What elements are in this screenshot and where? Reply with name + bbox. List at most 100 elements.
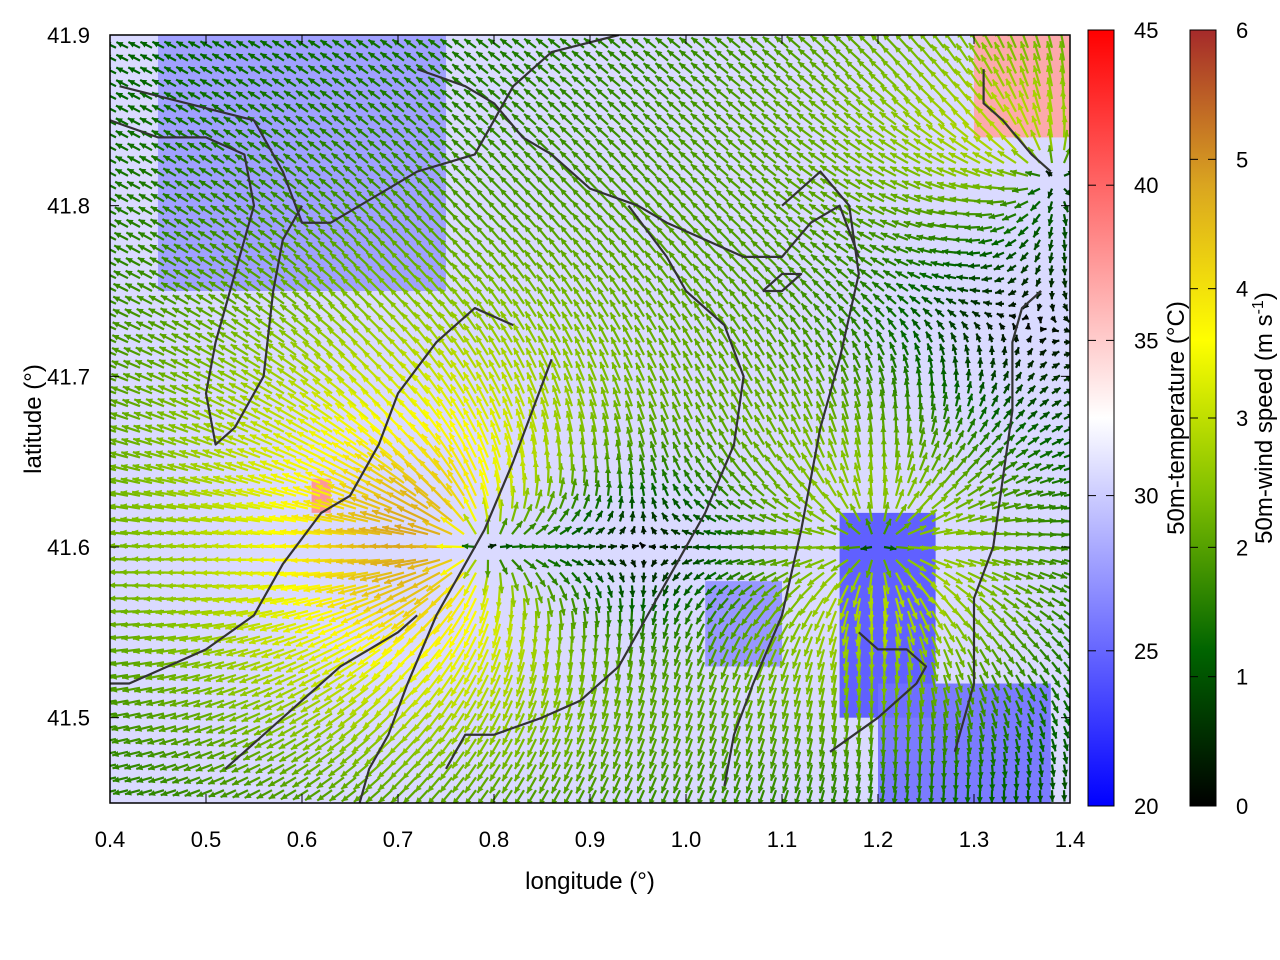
wind-arrow-head <box>855 761 862 769</box>
wind-arrow-head <box>452 785 459 793</box>
wind-arrow-head <box>341 795 349 802</box>
wind-arrow <box>600 764 610 782</box>
temperature-cell <box>878 683 1051 803</box>
wind-arrow-head <box>489 773 496 781</box>
wind-arrow <box>660 764 670 782</box>
wind-arrow-head <box>464 761 471 769</box>
wind-arrow <box>551 725 562 745</box>
wind-arrow-head <box>97 530 104 536</box>
wind-arrow-head <box>782 773 789 781</box>
wind-arrow <box>770 764 778 782</box>
wind-arrow <box>365 776 381 791</box>
wind-arrow-head <box>389 759 397 767</box>
wind-arrow-head <box>904 749 911 756</box>
wind-arrow <box>733 738 742 757</box>
wind-arrow-head <box>527 737 534 745</box>
wind-arrow-head <box>208 791 216 798</box>
wind-arrow <box>1037 764 1044 778</box>
wind-arrow <box>990 738 997 754</box>
wind-arrow-head <box>390 771 397 779</box>
wind-arrow-head <box>135 751 143 758</box>
wind-arrow <box>501 764 513 782</box>
wind-arrow-head <box>280 793 288 800</box>
wind-arrow-head <box>207 766 215 772</box>
wind-arrow <box>928 790 935 803</box>
wind-arrow-head <box>317 794 325 801</box>
wind-arrow <box>328 776 345 790</box>
wind-arrow-head <box>1061 795 1068 802</box>
wind-arrow <box>476 763 489 782</box>
wind-arrow-head <box>341 782 349 790</box>
wind-arrow-head <box>1002 758 1009 766</box>
wind-arrow-head <box>904 785 911 793</box>
wind-arrow-head <box>941 760 948 768</box>
wind-arrow-head <box>452 773 459 781</box>
wind-arrow-head <box>818 798 825 803</box>
wind-arrow-head <box>135 725 143 732</box>
wind-arrow-head <box>879 786 886 793</box>
wind-arrow-head <box>515 749 521 757</box>
wind-arrow-head <box>502 774 509 782</box>
wind-arrow <box>526 725 538 746</box>
wind-arrow <box>111 737 129 745</box>
wind-arrow-head <box>98 635 105 641</box>
wind-arrow <box>721 738 730 757</box>
wind-arrow-head <box>563 798 570 803</box>
wind-arrow-head <box>402 784 410 792</box>
wind-arrow-head <box>1013 783 1020 791</box>
wind-arrow-head <box>721 798 728 803</box>
wind-arrow <box>123 750 141 758</box>
wind-arrow-head <box>401 735 408 743</box>
wind-arrow <box>170 725 189 733</box>
wind-arrow-head <box>806 798 813 803</box>
wind-arrow <box>244 789 261 799</box>
wind-arrow <box>867 764 874 781</box>
wind-arrow <box>207 763 225 773</box>
wind-arrow-head <box>113 789 120 796</box>
wind-arrow <box>538 776 549 794</box>
wind-arrow-head <box>147 738 155 745</box>
wind-arrow-head <box>254 742 262 748</box>
wind-arrow-head <box>427 772 434 780</box>
wind-arrow <box>576 738 586 757</box>
wind-arrow-head <box>600 798 607 803</box>
wind-arrow-head <box>365 783 373 791</box>
wind-arrow-head <box>637 761 643 769</box>
wind-arrow <box>196 789 213 798</box>
wind-arrow-head <box>353 770 360 778</box>
wind-arrow-head <box>612 798 619 803</box>
wind-arrow-head <box>388 735 396 742</box>
wind-arrow-head <box>576 786 582 794</box>
wind-arrow <box>526 764 537 782</box>
wind-arrow <box>476 776 489 794</box>
wind-arrow-head <box>721 786 728 794</box>
wind-arrow-head <box>757 749 764 756</box>
wind-arrow-head <box>1049 782 1056 790</box>
wind-arrow-shaft <box>588 789 597 803</box>
wind-arrow-head <box>673 773 679 781</box>
wind-arrow <box>989 777 996 791</box>
wind-arrow <box>219 776 237 786</box>
wind-arrow <box>733 764 742 782</box>
wind-arrow <box>672 776 682 794</box>
wind-arrow <box>277 725 297 738</box>
wind-arrow <box>757 764 766 782</box>
wind-arrow <box>514 738 525 758</box>
wind-arrow <box>1000 790 1008 803</box>
wind-arrow-head <box>220 791 228 798</box>
wind-arrow-head <box>612 761 619 769</box>
wind-arrow-shaft <box>600 789 609 803</box>
wind-arrow-head <box>673 761 680 769</box>
wind-arrow-head <box>267 767 275 774</box>
wind-arrow-head <box>855 798 862 803</box>
wind-arrow-head <box>940 773 948 780</box>
wind-arrow <box>965 751 972 767</box>
wind-arrow <box>158 737 177 746</box>
wind-arrow-head <box>757 761 764 769</box>
wind-arrow-head <box>352 758 360 765</box>
wind-arrow <box>148 776 165 784</box>
wind-arrow-head <box>428 797 435 803</box>
wind-arrow-head <box>220 779 228 785</box>
wind-arrow <box>953 751 960 767</box>
wind-arrow <box>159 750 177 758</box>
